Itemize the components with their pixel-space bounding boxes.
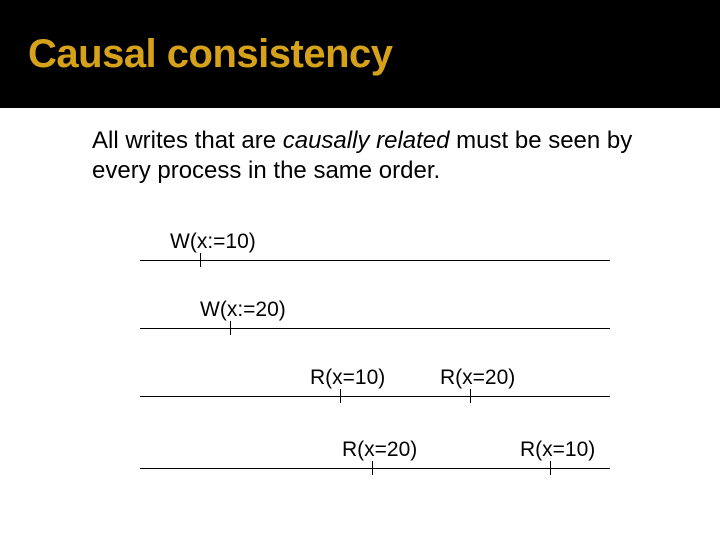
timeline-2 — [140, 396, 610, 397]
event-tick — [372, 461, 373, 475]
event-label: W(x:=20) — [200, 298, 286, 322]
description: All writes that are causally related mus… — [0, 108, 720, 186]
description-italic: causally related — [283, 127, 450, 154]
event-label: R(x=10) — [310, 366, 385, 390]
title-bar: Causal consistency — [0, 0, 720, 108]
timeline-line — [140, 468, 610, 469]
timeline-1 — [140, 328, 610, 329]
event-tick — [200, 253, 201, 267]
event-label: R(x=20) — [440, 366, 515, 390]
event-label: R(x=10) — [520, 438, 595, 462]
event-label: R(x=20) — [342, 438, 417, 462]
timeline-line — [140, 260, 610, 261]
timeline-3 — [140, 468, 610, 469]
event-tick — [470, 389, 471, 403]
timeline-0 — [140, 260, 610, 261]
timeline-line — [140, 328, 610, 329]
timeline-diagram: W(x:=10) W(x:=20) R(x=10) R(x=20) R(x=20) R(x… — [140, 212, 610, 502]
event-tick — [550, 461, 551, 475]
timeline-line — [140, 396, 610, 397]
description-pre: All writes that are — [92, 127, 283, 154]
event-tick — [340, 389, 341, 403]
slide-title: Causal consistency — [28, 32, 393, 77]
event-tick — [230, 321, 231, 335]
event-label: W(x:=10) — [170, 230, 256, 254]
